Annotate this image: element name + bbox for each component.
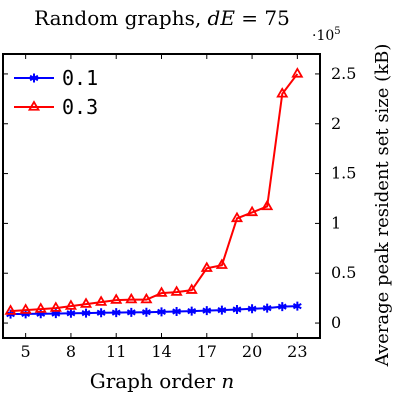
tick-labels: 5 8 11 14 17 20 23 0 0.5 1 1.5 2 2.5 bbox=[21, 64, 357, 361]
series-line bbox=[10, 73, 299, 313]
data-point bbox=[19, 303, 32, 314]
y-exponent-label: ·105 bbox=[312, 26, 341, 44]
data-point bbox=[200, 261, 213, 272]
data-point bbox=[64, 299, 77, 310]
series-layer bbox=[4, 67, 304, 319]
data-point bbox=[142, 307, 151, 317]
x-tick-label: 5 bbox=[21, 342, 31, 361]
data-point bbox=[95, 295, 108, 306]
x-tick-label: 8 bbox=[66, 342, 76, 361]
data-point bbox=[155, 286, 168, 297]
legend-marker bbox=[27, 100, 41, 111]
data-point bbox=[49, 301, 62, 312]
x-axis-label: Graph order n bbox=[90, 369, 235, 393]
data-point bbox=[217, 305, 227, 315]
data-point bbox=[291, 67, 304, 78]
data-point bbox=[34, 302, 47, 313]
data-point bbox=[81, 308, 91, 318]
data-point bbox=[230, 211, 244, 223]
chart-title: Random graphs, dE = 75 bbox=[34, 6, 290, 30]
data-point bbox=[111, 308, 121, 318]
x-tick-label: 11 bbox=[106, 342, 126, 361]
data-point bbox=[202, 306, 212, 316]
series-line bbox=[10, 305, 298, 316]
data-point bbox=[292, 301, 302, 311]
data-point bbox=[96, 308, 106, 318]
legend-marker bbox=[29, 73, 39, 83]
data-point bbox=[261, 199, 274, 211]
data-point bbox=[110, 293, 123, 304]
data-point bbox=[125, 292, 138, 304]
data-point bbox=[246, 205, 259, 217]
x-tick-label: 17 bbox=[197, 342, 217, 361]
data-point bbox=[262, 303, 272, 313]
x-tick-label: 14 bbox=[151, 342, 171, 361]
data-point bbox=[215, 258, 228, 269]
x-tick-label: 20 bbox=[242, 342, 262, 361]
data-point bbox=[66, 308, 76, 318]
legend-entry: 0.3 bbox=[14, 95, 98, 119]
y-tick-label: 0 bbox=[331, 313, 341, 332]
data-point bbox=[277, 302, 287, 312]
y-tick-label: 1 bbox=[331, 213, 341, 232]
y-tick-label: 0.5 bbox=[331, 263, 356, 282]
legend-label: 0.1 bbox=[62, 66, 98, 90]
data-point bbox=[4, 304, 17, 315]
data-point bbox=[79, 297, 93, 308]
data-point bbox=[172, 306, 181, 316]
y-tick-label: 2.5 bbox=[331, 64, 356, 83]
data-point bbox=[140, 292, 153, 304]
series-0-3 bbox=[4, 67, 304, 315]
data-point bbox=[185, 283, 198, 294]
legend-label: 0.3 bbox=[62, 95, 98, 119]
plot-frame bbox=[2, 53, 321, 339]
data-point bbox=[187, 306, 197, 316]
y-tick-label: 1.5 bbox=[331, 164, 356, 183]
data-point bbox=[232, 305, 242, 314]
series-0-1 bbox=[6, 301, 302, 319]
data-point bbox=[276, 87, 289, 98]
data-point bbox=[126, 307, 136, 317]
x-tick-label: 23 bbox=[287, 342, 307, 361]
legend: 0.10.3 bbox=[14, 66, 98, 119]
y-axis-label: Average peak resident set size (kB) bbox=[372, 44, 393, 368]
data-point bbox=[170, 285, 183, 296]
data-point bbox=[247, 304, 257, 314]
y-tick-label: 2 bbox=[331, 114, 341, 133]
legend-entry: 0.1 bbox=[14, 66, 98, 90]
data-point bbox=[157, 307, 166, 317]
